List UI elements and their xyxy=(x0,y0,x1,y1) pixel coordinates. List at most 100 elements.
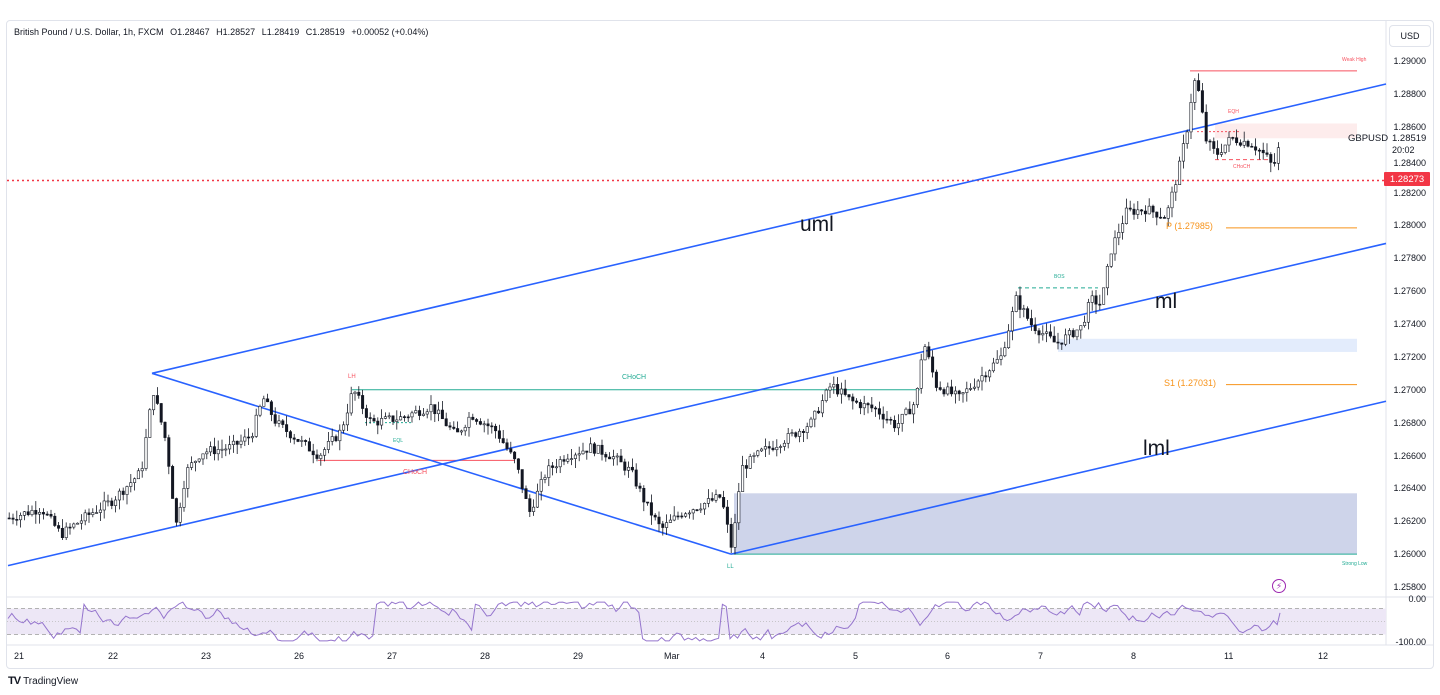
candle-body xyxy=(672,515,676,521)
candle-body xyxy=(1254,146,1258,151)
tradingview-logo-text: TradingView xyxy=(23,675,79,687)
candle-body xyxy=(501,438,505,444)
candle-body xyxy=(273,414,277,424)
candle-body xyxy=(684,513,688,517)
candle-body xyxy=(30,510,34,516)
candle-body xyxy=(927,346,931,358)
candle-body xyxy=(406,416,410,419)
candle-body xyxy=(623,461,627,471)
time-tick: 22 xyxy=(108,651,119,661)
candle-body xyxy=(1090,295,1094,303)
candle-body xyxy=(391,415,395,422)
time-tick: 28 xyxy=(480,651,491,661)
candle-body xyxy=(615,455,619,458)
candle-body xyxy=(106,500,110,503)
candle-body xyxy=(558,459,562,468)
candle-body xyxy=(893,419,897,429)
candle-body xyxy=(1151,205,1155,213)
candle-body xyxy=(1064,334,1068,345)
candle-body xyxy=(57,525,61,529)
strong-low-label: Strong Low xyxy=(1342,561,1368,567)
candle-body xyxy=(596,444,600,454)
candle-body xyxy=(319,454,323,459)
candle-body xyxy=(1022,308,1026,310)
price-tick: 1.27800 xyxy=(1393,253,1426,264)
zone-fvg xyxy=(1058,338,1357,352)
candle-body xyxy=(34,510,38,515)
candle-body xyxy=(676,515,680,518)
candle-body xyxy=(87,512,91,515)
candle-body xyxy=(805,426,809,433)
candle-body xyxy=(250,436,254,439)
candle-body xyxy=(338,429,342,442)
candle-body xyxy=(858,402,862,409)
candle-body xyxy=(437,409,441,415)
candle-body xyxy=(1014,295,1018,312)
candle-body xyxy=(395,419,399,422)
candle-body xyxy=(1200,90,1204,113)
candle-body xyxy=(570,458,574,460)
candle-body xyxy=(737,491,741,524)
candle-body xyxy=(953,390,957,395)
candle-body xyxy=(1231,137,1235,139)
candle-body xyxy=(1223,144,1227,153)
ll-label: LL xyxy=(727,564,734,570)
candle-body xyxy=(1075,329,1079,338)
candle-body xyxy=(547,465,551,478)
candle-body xyxy=(657,516,661,525)
candle-body xyxy=(972,386,976,389)
candle-body xyxy=(828,386,832,391)
candle-body xyxy=(824,389,828,401)
candle-body xyxy=(64,526,68,538)
candle-body xyxy=(148,409,152,438)
candle-body xyxy=(904,408,908,415)
candle-body xyxy=(957,390,961,395)
candle-body xyxy=(136,470,140,480)
currency-button[interactable]: USD xyxy=(1389,25,1431,47)
ml-label: ml xyxy=(1155,290,1178,313)
candle-body xyxy=(554,466,558,469)
chart-frame xyxy=(6,20,1434,669)
candle-body xyxy=(345,412,349,426)
lightning-alert-icon[interactable]: ⚡ xyxy=(1272,579,1286,593)
candle-body xyxy=(976,380,980,388)
candle-body xyxy=(315,454,319,459)
candle-body xyxy=(862,403,866,409)
candle-body xyxy=(117,490,121,501)
candle-body xyxy=(376,420,380,426)
candle-body xyxy=(843,388,847,395)
price-tick: 1.28200 xyxy=(1393,187,1426,198)
candle-body xyxy=(216,449,220,455)
candle-body xyxy=(1185,131,1189,144)
candle-body xyxy=(592,443,596,454)
price-tick: 1.26600 xyxy=(1393,450,1426,461)
candle-body xyxy=(201,453,205,460)
candle-body xyxy=(866,403,870,406)
candle-body xyxy=(1242,140,1246,146)
price-tick: 1.26000 xyxy=(1393,549,1426,560)
candle-body xyxy=(26,511,30,516)
candle-body xyxy=(653,514,657,518)
candle-body xyxy=(881,413,885,420)
candle-body xyxy=(1010,311,1014,332)
candle-body xyxy=(938,387,942,390)
candle-body xyxy=(1018,295,1022,310)
candle-body xyxy=(608,456,612,460)
candle-body xyxy=(965,388,969,393)
candle-body xyxy=(748,456,752,469)
candle-body xyxy=(756,450,760,456)
candle-body xyxy=(262,398,266,407)
legend-low: L1.28419 xyxy=(261,27,300,37)
candle-body xyxy=(1109,253,1113,267)
tradingview-logo[interactable]: TV TradingView xyxy=(8,675,78,687)
time-tick: 21 xyxy=(14,651,25,661)
candle-body xyxy=(991,362,995,372)
candle-body xyxy=(182,488,186,508)
candle-body xyxy=(1060,342,1064,345)
pitchfork-lml xyxy=(730,400,1387,555)
candle-body xyxy=(152,395,156,411)
oscillator-band xyxy=(7,608,1386,635)
choch-small-label: CHoCH xyxy=(1233,164,1251,170)
candle-body xyxy=(817,410,821,414)
